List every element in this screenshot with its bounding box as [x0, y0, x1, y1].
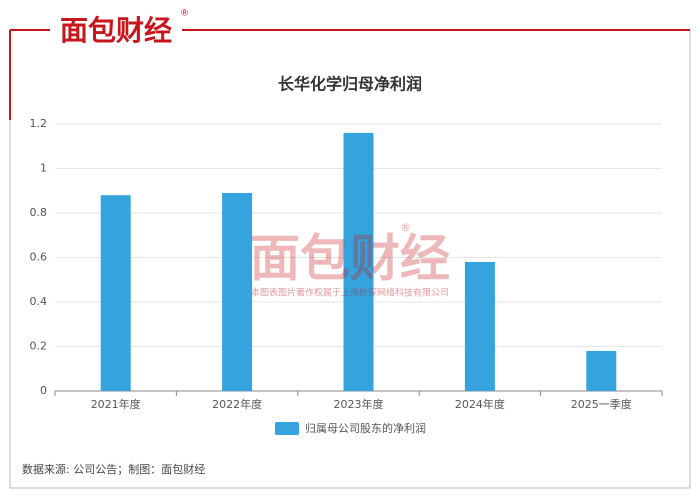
- y-tick-label: 0.6: [30, 251, 48, 264]
- y-tick-label: 1.2: [30, 117, 48, 130]
- y-tick-label: 1: [40, 162, 47, 175]
- bar: [586, 350, 617, 391]
- x-tick-label: 2021年度: [91, 397, 141, 411]
- x-tick-label: 2022年度: [212, 397, 262, 411]
- y-tick-label: 0.8: [30, 206, 48, 219]
- logo: 面包财经: [60, 14, 172, 47]
- x-tick-label: 2024年度: [455, 397, 505, 411]
- watermark-notice: 本图表图片著作权属于上海妙探网络科技有限公司: [251, 287, 449, 299]
- bar: [343, 132, 374, 391]
- watermark-logo: 面包财经: [250, 230, 450, 288]
- x-tick-label: 2023年度: [334, 397, 384, 411]
- bar: [464, 261, 495, 391]
- source: 数据来源: 公司公告；制图：面包财经: [22, 462, 205, 476]
- chart-title: 长华化学归母净利润: [278, 75, 422, 94]
- legend-swatch: [275, 422, 299, 435]
- watermark-mark: ®: [400, 221, 411, 234]
- x-tick-label: 2025一季度: [571, 397, 632, 411]
- bar: [100, 195, 131, 391]
- logo-bg: [50, 10, 182, 50]
- legend-label: 归属母公司股东的净利润: [305, 421, 426, 435]
- y-tick-label: 0.2: [30, 340, 48, 353]
- logo-mark: ®: [180, 9, 189, 19]
- y-tick-label: 0.4: [30, 295, 48, 308]
- bar: [222, 192, 253, 391]
- y-tick-label: 0: [40, 384, 47, 397]
